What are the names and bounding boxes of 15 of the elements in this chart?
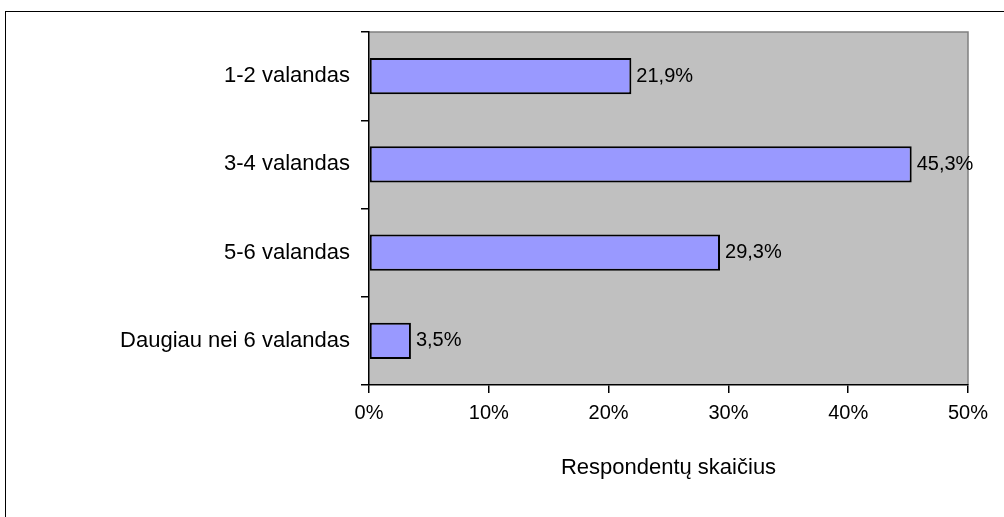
x-tick-label: 10% [468,400,510,423]
x-tick-label: 40% [828,400,869,423]
data-label: 21,9% [636,63,694,86]
data-label: 3,5% [415,328,462,351]
y-tick-label: Daugiau nei 6 valandas [120,326,350,352]
x-tick-label: 50% [947,400,989,423]
x-tick-label: 20% [588,400,629,423]
y-tick-label: 1-2 valandas [224,62,350,88]
data-label: 45,3% [916,151,974,174]
x-tick-label: 0% [354,400,384,423]
y-tick-label: 5-6 valandas [224,238,350,264]
data-label: 29,3% [725,240,782,263]
y-tick-label: 3-4 valandas [224,150,350,176]
x-tick-label: 30% [708,400,749,423]
x-axis-title: Respondentų skaičius [560,453,777,479]
